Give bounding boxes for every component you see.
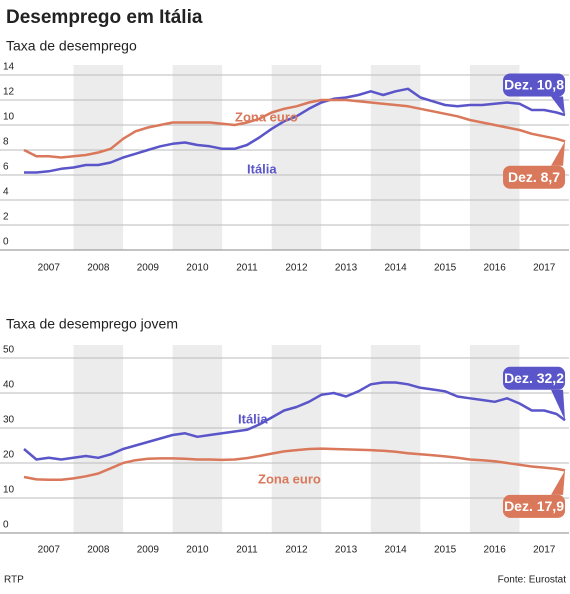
x-tick-label: 2016 [484, 263, 507, 274]
x-tick-label: 2011 [236, 545, 258, 556]
line [23, 381, 566, 461]
x-tick-label: 2009 [137, 545, 160, 556]
series-label: Zona euro [235, 109, 298, 124]
y-tick-label: 10 [3, 485, 15, 496]
end-label-pointer [551, 96, 566, 115]
y-tick-label: 40 [3, 380, 15, 391]
year-band [271, 345, 322, 533]
y-tick-label: 20 [3, 450, 15, 461]
y-tick-label: 10 [3, 112, 15, 123]
line [23, 447, 566, 482]
chart-subtitle: Taxa de desemprego [6, 38, 137, 54]
series-label: Itália [238, 411, 268, 426]
y-tick-label: 12 [3, 87, 15, 98]
y-tick-label: 50 [3, 345, 15, 356]
line [24, 87, 566, 174]
year-band [271, 65, 322, 250]
line [23, 98, 566, 159]
y-tick-label: 4 [3, 187, 9, 198]
end-label: Dez. 8,7 [508, 169, 560, 185]
year-band [370, 345, 421, 533]
year-band [73, 65, 124, 250]
x-tick-label: 2009 [137, 263, 160, 274]
credit: RTP [4, 575, 24, 586]
x-tick-label: 2015 [434, 545, 457, 556]
x-tick-label: 2008 [87, 263, 110, 274]
end-label-box [503, 494, 566, 518]
end-label-pointer [551, 389, 566, 421]
series-label: Itália [247, 161, 277, 176]
y-tick-label: 2 [3, 212, 9, 223]
year-band [172, 345, 223, 533]
x-tick-label: 2017 [533, 545, 556, 556]
x-tick-label: 2016 [484, 545, 507, 556]
end-label: Dez. 32,2 [504, 370, 564, 386]
y-tick-label: 14 [3, 62, 15, 73]
x-tick-label: 2012 [285, 263, 308, 274]
year-band [172, 65, 223, 250]
end-label-box [503, 165, 566, 189]
x-tick-label: 2014 [384, 263, 407, 274]
end-label-pointer [551, 470, 566, 495]
x-tick-label: 2010 [186, 263, 209, 274]
x-tick-label: 2011 [236, 263, 258, 274]
y-tick-label: 30 [3, 415, 15, 426]
y-tick-label: 0 [3, 237, 9, 248]
y-tick-label: 0 [3, 520, 9, 531]
x-tick-label: 2007 [38, 545, 61, 556]
x-tick-label: 2008 [87, 545, 110, 556]
x-tick-label: 2015 [434, 263, 457, 274]
x-tick-label: 2017 [533, 263, 556, 274]
end-label-pointer [551, 141, 566, 166]
x-tick-label: 2014 [384, 545, 407, 556]
end-label: Dez. 10,8 [504, 77, 564, 93]
end-label: Dez. 17,9 [504, 498, 564, 514]
y-tick-label: 8 [3, 137, 9, 148]
end-label-box [503, 366, 566, 390]
page-title: Desemprego em Itália [6, 7, 203, 28]
y-tick-label: 6 [3, 162, 9, 173]
x-tick-label: 2013 [335, 545, 358, 556]
year-band [73, 345, 124, 533]
year-band [370, 65, 421, 250]
x-tick-label: 2010 [186, 545, 209, 556]
end-label-box [503, 73, 566, 97]
x-tick-label: 2013 [335, 263, 358, 274]
series-label: Zona euro [258, 471, 321, 486]
chart-subtitle: Taxa de desemprego jovem [6, 316, 178, 332]
source: Fonte: Eurostat [498, 575, 567, 586]
x-tick-label: 2012 [285, 545, 308, 556]
x-tick-label: 2007 [38, 263, 61, 274]
